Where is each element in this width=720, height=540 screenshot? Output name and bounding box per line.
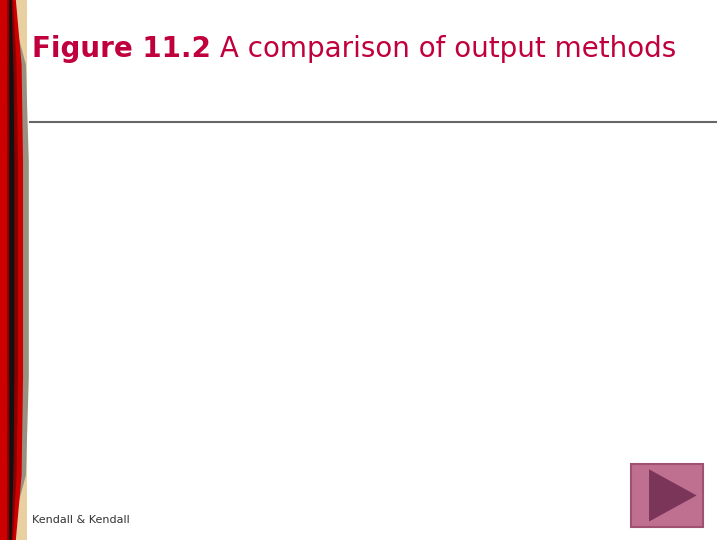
Text: A comparison of output methods: A comparison of output methods <box>210 35 676 63</box>
Polygon shape <box>7 16 29 524</box>
Text: Kendall & Kendall: Kendall & Kendall <box>32 515 130 525</box>
Polygon shape <box>649 469 697 522</box>
Text: Figure 11.2: Figure 11.2 <box>32 35 210 63</box>
Bar <box>0 0 27 540</box>
Polygon shape <box>9 0 14 540</box>
Polygon shape <box>7 0 18 540</box>
Polygon shape <box>0 0 23 540</box>
Bar <box>631 464 703 526</box>
